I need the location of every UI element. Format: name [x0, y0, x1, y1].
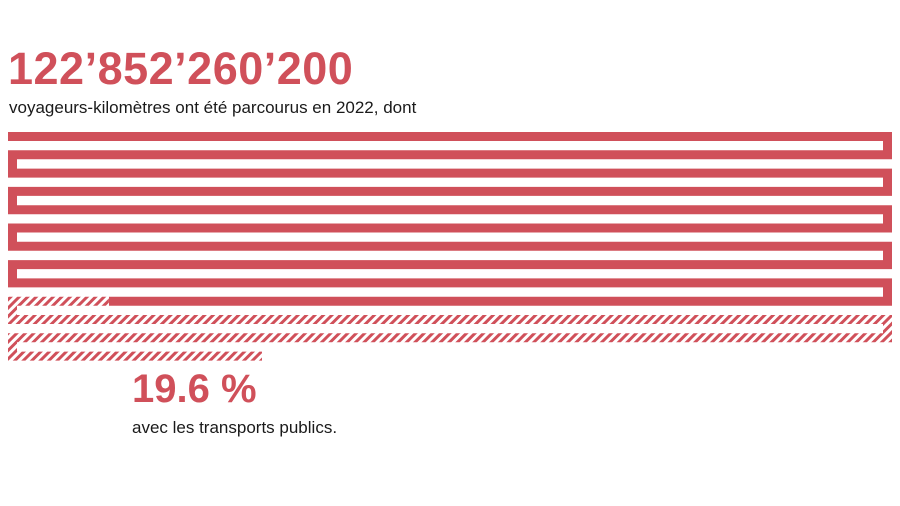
private-transport-path: [8, 132, 892, 306]
public-transport-path: [8, 296, 892, 361]
total-passenger-km: 122’852’260’200: [8, 43, 354, 94]
public-transport-description: avec les transports publics.: [132, 418, 338, 437]
public-transport-ribbon: [8, 296, 892, 361]
private-transport-ribbon: [8, 132, 892, 306]
public-transport-share: 19.6 %: [132, 367, 257, 411]
total-description: voyageurs-kilomètres ont été parcourus e…: [9, 98, 417, 117]
